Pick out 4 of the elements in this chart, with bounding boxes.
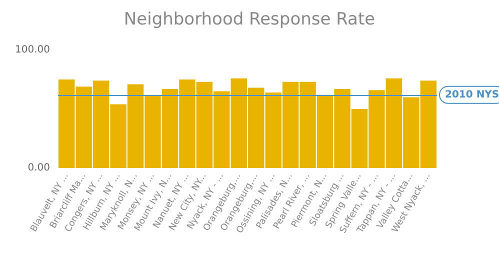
y-tick-label: 0.00 xyxy=(28,162,50,174)
y-tick-label: 100.00 xyxy=(15,44,50,56)
ref-line-label: 2010 NYS xyxy=(445,89,499,100)
chart-title: Neighborhood Response Rate xyxy=(124,10,376,30)
